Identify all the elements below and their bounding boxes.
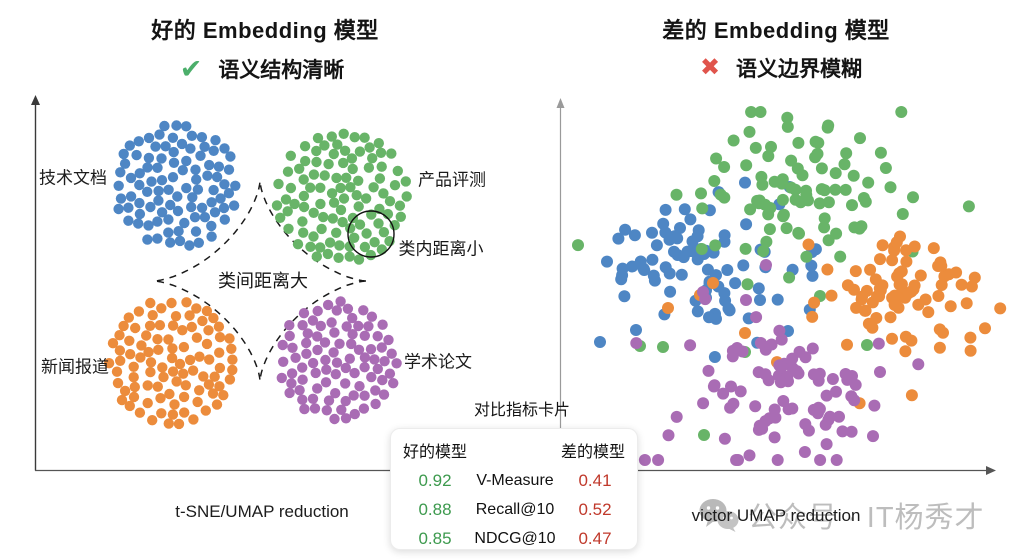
right-panel-subtitle: 语义边界模糊 [736,58,863,81]
metrics-col-good-header: 好的模型 [403,444,468,461]
intra-class-highlight-circle [347,210,395,258]
cluster-label-news-reports: 新闻报道 [41,357,109,377]
watermark-text: 公众号 · IT杨秀才 [748,502,985,534]
bad-value: 0.47 [578,528,612,548]
annotation-intra-class-distance: 类内距离小 [398,239,484,259]
right-panel-title: 差的 Embedding 模型 [662,18,890,43]
good-value: 0.92 [418,470,452,490]
metrics-card-title: 对比指标卡片 [473,402,571,419]
left-scatter-dots [103,120,412,430]
metrics-card: 好的模型 差的模型 0.92 V-Measure 0.41 0.88 Recal… [390,428,638,550]
metric-name: NDCG@10 [474,529,556,547]
cluster-label-tech-docs: 技术文档 [39,168,107,188]
left-cluster-3 [276,296,402,425]
left-cluster-1 [271,128,412,265]
cluster-label-academic-papers: 学术论文 [404,352,472,372]
metrics-col-bad-header: 差的模型 [560,444,625,461]
right-y-axis-arrow-icon [556,98,565,108]
annotation-inter-class-distance: 类间距离大 [218,271,308,291]
right-axis-caption: victor UMAP reduction [691,506,861,525]
cross-icon: ✖ [699,54,721,81]
left-panel-badge: ✔ 语义结构清晰 [180,54,345,84]
check-icon: ✔ [179,53,203,84]
metrics-row-v-measure: 0.92 V-Measure 0.41 [403,466,625,495]
x-axis-arrow-icon [986,466,996,475]
good-value: 0.88 [418,499,452,519]
good-value: 0.85 [418,528,452,548]
left-y-axis-arrow-icon [31,95,40,105]
right-cluster-1 [572,106,975,441]
metrics-row-ndcg: 0.85 NDCG@10 0.47 [403,524,625,553]
right-cluster-0 [594,176,822,363]
bad-value: 0.52 [578,499,612,519]
right-cluster-3 [630,259,925,466]
bad-value: 0.41 [578,470,612,490]
left-axis-caption: t-SNE/UMAP reduction [175,502,349,521]
left-panel-subtitle: 语义结构清晰 [218,59,345,82]
metrics-row-recall: 0.88 Recall@10 0.52 [403,495,625,524]
right-panel-badge: ✖ 语义边界模糊 [700,53,862,83]
left-cluster-0 [113,120,241,251]
left-cluster-2 [103,297,238,430]
wechat-icon [699,499,739,532]
right-scatter-dots [572,106,1007,466]
cluster-label-product-reviews: 产品评测 [418,170,486,190]
left-panel-title: 好的 Embedding 模型 [151,18,379,43]
watermark: 公众号 · IT杨秀才 [698,494,985,536]
metric-name: Recall@10 [475,500,555,518]
metric-name: V-Measure [476,471,554,489]
